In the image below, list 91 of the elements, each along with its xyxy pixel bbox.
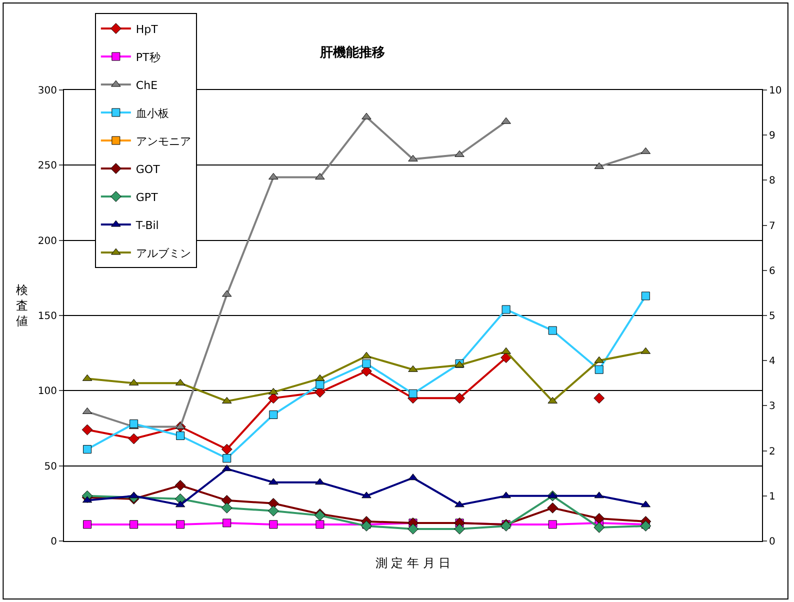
legend-label: PT秒 bbox=[136, 50, 160, 64]
point bbox=[222, 464, 232, 472]
legend-label: ChE bbox=[136, 78, 158, 92]
legend-label: アルブミン bbox=[136, 246, 191, 260]
y-tick-label: 0 bbox=[50, 536, 57, 548]
point bbox=[222, 454, 232, 463]
point bbox=[268, 172, 278, 180]
point bbox=[316, 380, 324, 389]
point bbox=[362, 492, 372, 498]
point bbox=[130, 520, 138, 529]
point bbox=[594, 365, 604, 374]
y2-tick-label: 3 bbox=[769, 401, 776, 412]
point bbox=[315, 478, 325, 485]
y2-tick-label: 6 bbox=[769, 266, 776, 277]
point bbox=[268, 392, 279, 404]
point bbox=[221, 494, 232, 506]
point bbox=[316, 520, 324, 529]
point bbox=[594, 522, 605, 533]
point bbox=[361, 520, 372, 532]
legend-label: T-Bil bbox=[134, 218, 159, 232]
y2-tick-label: 2 bbox=[769, 446, 776, 458]
point bbox=[594, 392, 605, 404]
point bbox=[408, 474, 418, 480]
y-tick-label: 300 bbox=[38, 86, 57, 96]
y2-tick-label: 1 bbox=[769, 491, 776, 502]
point bbox=[408, 365, 418, 372]
point bbox=[408, 524, 418, 534]
point bbox=[82, 424, 93, 436]
point bbox=[315, 172, 325, 180]
point bbox=[408, 154, 418, 162]
point bbox=[548, 492, 558, 498]
point bbox=[222, 290, 232, 297]
y-axis-title: 検査値 bbox=[16, 283, 28, 328]
point bbox=[174, 480, 186, 491]
chart-title: 肝機能推移 bbox=[319, 44, 385, 61]
point bbox=[408, 389, 418, 398]
point bbox=[641, 292, 650, 300]
y2-tick-label: 8 bbox=[769, 176, 776, 187]
point bbox=[547, 502, 558, 514]
point bbox=[268, 478, 278, 485]
point bbox=[362, 112, 372, 120]
point bbox=[454, 500, 464, 508]
point bbox=[640, 520, 652, 532]
point bbox=[594, 356, 604, 363]
point bbox=[594, 492, 604, 498]
x-axis-title: 測 定 年 月 日 bbox=[375, 556, 451, 570]
point bbox=[501, 347, 511, 354]
point bbox=[548, 396, 558, 404]
point bbox=[268, 498, 279, 509]
point bbox=[222, 518, 232, 528]
point bbox=[362, 352, 372, 358]
point bbox=[130, 419, 138, 428]
y2-tick-label: 9 bbox=[769, 130, 776, 142]
point bbox=[221, 444, 232, 455]
point bbox=[454, 392, 465, 404]
point bbox=[83, 520, 92, 529]
y-tick-label: 250 bbox=[38, 160, 57, 172]
point bbox=[83, 445, 92, 454]
point bbox=[222, 396, 232, 404]
point bbox=[501, 117, 511, 124]
point bbox=[269, 410, 278, 419]
point bbox=[454, 150, 464, 157]
y2-tick-label: 0 bbox=[769, 536, 776, 548]
y2-tick-label: 4 bbox=[769, 356, 776, 368]
point bbox=[221, 502, 232, 514]
y-tick-label: 150 bbox=[38, 311, 57, 322]
point bbox=[548, 520, 557, 529]
y-tick-label: 50 bbox=[44, 461, 57, 472]
y2-tick-label: 7 bbox=[769, 220, 776, 232]
y2-tick-label: 5 bbox=[769, 311, 776, 322]
legend-label: アンモニア bbox=[136, 134, 191, 148]
point bbox=[268, 505, 279, 516]
point bbox=[501, 492, 511, 498]
point bbox=[548, 326, 557, 335]
point bbox=[176, 432, 185, 440]
legend-label: GOT bbox=[136, 162, 160, 176]
point bbox=[268, 388, 278, 394]
legend-label: 血小板 bbox=[136, 106, 169, 120]
y2-tick-label: 10 bbox=[769, 86, 782, 96]
point bbox=[128, 433, 140, 444]
point bbox=[176, 520, 185, 529]
y-tick-label: 100 bbox=[38, 386, 57, 398]
point bbox=[362, 359, 371, 368]
point bbox=[269, 520, 278, 529]
legend-label: HpT bbox=[136, 22, 158, 36]
point bbox=[502, 305, 510, 314]
point bbox=[454, 524, 465, 534]
point bbox=[594, 513, 605, 524]
y-tick-label: 200 bbox=[38, 236, 57, 247]
legend-label: GPT bbox=[136, 190, 158, 204]
point bbox=[315, 374, 325, 381]
